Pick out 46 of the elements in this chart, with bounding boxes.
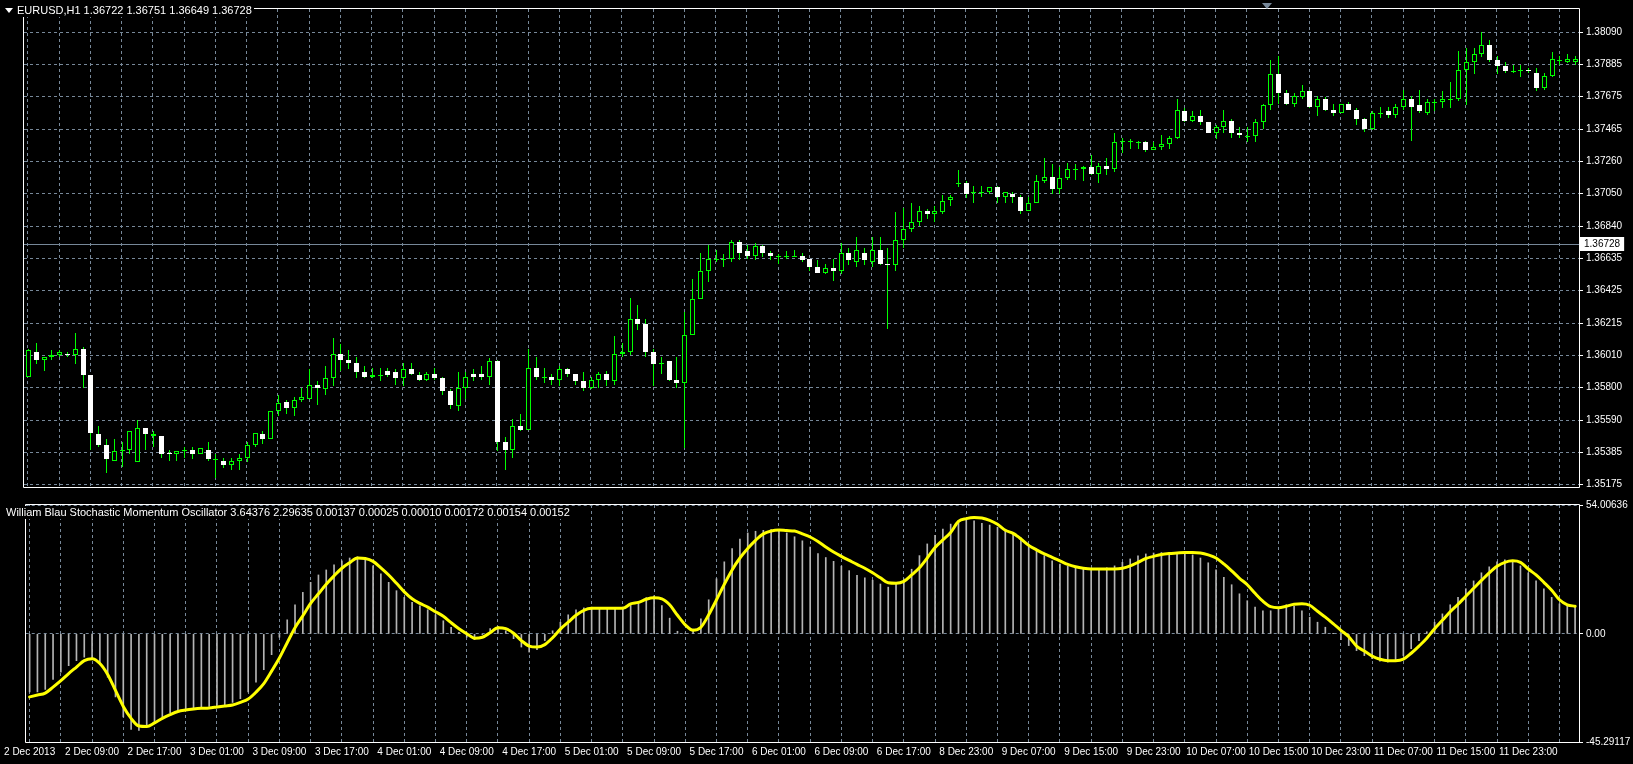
x-tick-label: 5 Dec 17:00 (689, 745, 744, 757)
y-tick-label: 0.00 (1586, 627, 1606, 639)
y-tick-label: 1.35800 (1586, 381, 1623, 393)
y-tick-label: 1.36425 (1586, 284, 1623, 296)
y-tick-label: -45.29117 (1586, 735, 1631, 747)
y-tick-label: 1.36010 (1586, 348, 1623, 360)
chart-title: William Blau Stochastic Momentum Oscillator 3.64376 2.29635 0.00137 0.00025 0.00010 0.00172 0.00154 0.00152 (4, 506, 572, 519)
x-tick-label: 6 Dec 17:00 (876, 745, 932, 757)
x-tick-label: 8 Dec 23:00 (939, 745, 994, 757)
x-tick-label: 3 Dec 01:00 (189, 745, 245, 757)
y-tick-label: 1.36635 (1586, 251, 1623, 263)
x-tick-label: 4 Dec 09:00 (439, 745, 495, 757)
x-tick-label: 11 Dec 15:00 (1436, 745, 1496, 757)
y-tick-label: 1.37050 (1586, 187, 1623, 199)
x-tick-label: 2 Dec 17:00 (127, 745, 182, 757)
x-tick-label: 9 Dec 23:00 (1126, 745, 1181, 757)
y-tick-label: 1.35175 (1586, 478, 1623, 490)
x-tick-label: 11 Dec 07:00 (1374, 745, 1434, 757)
y-tick-label: 1.37465 (1586, 123, 1623, 135)
y-tick-label: 1.36215 (1586, 317, 1623, 329)
y-tick-label: 1.37260 (1586, 154, 1623, 166)
y-tick-label: 1.37675 (1586, 90, 1623, 102)
x-tick-label: 3 Dec 09:00 (252, 745, 307, 757)
x-tick-label: 10 Dec 23:00 (1311, 745, 1372, 757)
x-tick-label: 3 Dec 17:00 (314, 745, 370, 757)
x-tick-label: 9 Dec 15:00 (1064, 745, 1119, 757)
x-tick-label: 5 Dec 01:00 (564, 745, 620, 757)
x-tick-label: 10 Dec 15:00 (1248, 745, 1309, 757)
x-tick-label: 2 Dec 09:00 (65, 745, 120, 757)
x-tick-label: 5 Dec 09:00 (627, 745, 682, 757)
x-tick-label: 10 Dec 07:00 (1186, 745, 1247, 757)
y-tick-label: 1.38090 (1586, 26, 1623, 38)
x-tick-label: 9 Dec 07:00 (1001, 745, 1057, 757)
x-tick-label: 11 Dec 23:00 (1498, 745, 1559, 757)
y-tick-label: 1.36840 (1586, 220, 1623, 232)
x-tick-label: 4 Dec 17:00 (502, 745, 557, 757)
y-tick-label: 54.00636 (1586, 498, 1629, 510)
ref-line-label: 1.36728 (1584, 237, 1621, 249)
x-tick-label: 2 Dec 2013 (4, 745, 56, 757)
chart-title: EURUSD,H1 1.36722 1.36751 1.36649 1.36728 (15, 4, 254, 17)
x-tick-label: 6 Dec 01:00 (751, 745, 807, 757)
x-tick-label: 4 Dec 01:00 (377, 745, 432, 757)
y-tick-label: 1.35590 (1586, 414, 1623, 426)
y-tick-label: 1.37885 (1586, 57, 1623, 69)
y-tick-label: 1.35385 (1586, 445, 1623, 457)
x-tick-label: 6 Dec 09:00 (814, 745, 869, 757)
